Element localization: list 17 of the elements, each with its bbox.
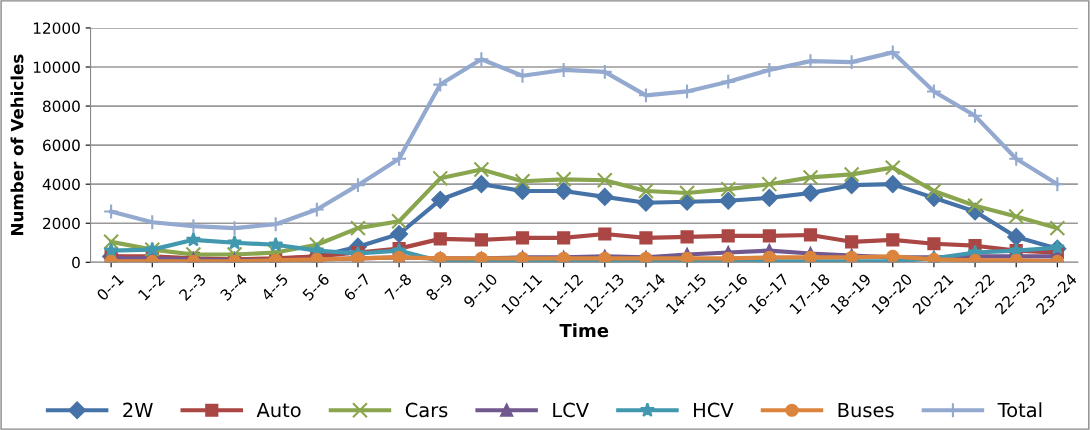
y-tick-label: 6000 xyxy=(43,139,80,152)
y-axis-title: Number of Vehicles xyxy=(10,54,24,235)
legend-label: Cars xyxy=(405,402,448,418)
legend-label: HCV xyxy=(694,402,734,418)
legend-label: 2W xyxy=(123,402,153,418)
y-tick-label: 2000 xyxy=(43,217,80,230)
legend-label: LCV xyxy=(553,402,589,418)
y-tick-label: 12000 xyxy=(33,22,80,34)
legend-label: Total xyxy=(997,402,1042,418)
legend-label: Buses xyxy=(838,402,894,418)
x-axis-title: Time xyxy=(559,323,609,338)
y-tick-label: 8000 xyxy=(42,100,80,113)
y-tick-label: 0 xyxy=(72,256,80,269)
y-tick-label: 4000 xyxy=(42,178,80,191)
legend-label: Auto xyxy=(256,402,301,418)
y-tick-label: 10000 xyxy=(33,61,80,74)
x-tick-label: 0--1 xyxy=(96,273,125,302)
